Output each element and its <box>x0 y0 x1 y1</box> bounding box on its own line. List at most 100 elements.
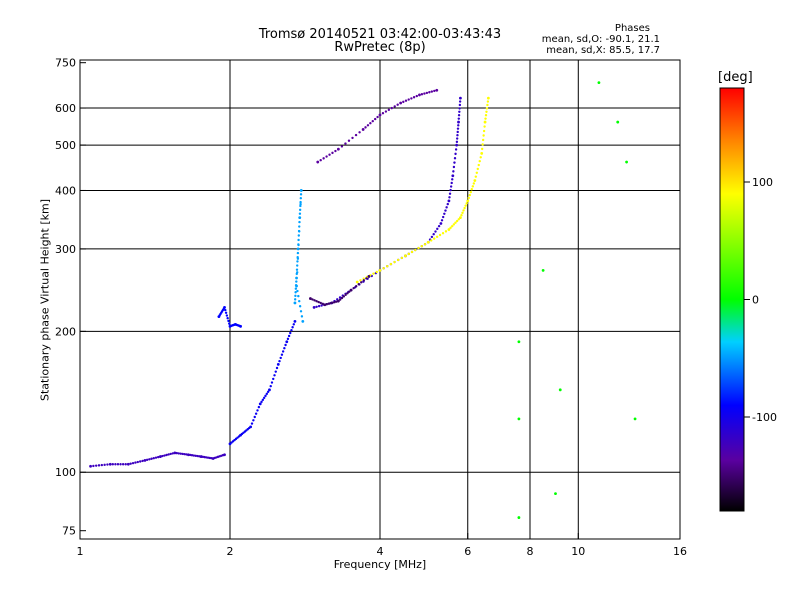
echo-point <box>464 204 467 207</box>
echo-point <box>179 452 182 455</box>
echo-point <box>452 170 455 173</box>
x-tick-label: 16 <box>673 545 687 558</box>
echo-point <box>336 298 339 301</box>
echo-point <box>169 452 172 456</box>
echo-point <box>299 197 303 200</box>
echo-point <box>138 460 142 463</box>
echo-point <box>301 320 305 323</box>
echo-point <box>410 97 413 100</box>
echo-point <box>275 366 279 370</box>
echo-point <box>462 209 465 212</box>
echo-point <box>484 114 488 117</box>
echo-point <box>121 463 125 466</box>
echo-point <box>484 117 487 120</box>
echo-point <box>299 310 303 313</box>
echo-point <box>435 88 439 92</box>
echo-point <box>346 292 349 295</box>
echo-point <box>354 285 358 288</box>
echo-point <box>224 308 227 312</box>
echo-point <box>443 212 446 216</box>
echo-point <box>295 276 298 280</box>
echo-point <box>469 190 472 194</box>
echo-point <box>444 230 448 233</box>
echo-point <box>141 459 144 463</box>
echo-point <box>297 234 301 237</box>
echo-point <box>327 302 330 305</box>
echo-point <box>299 204 302 208</box>
echo-point <box>362 277 365 280</box>
echo-point <box>541 268 545 272</box>
echo-point <box>150 457 153 460</box>
echo-point <box>466 199 470 203</box>
echo-point <box>454 152 457 156</box>
colorbar-title: [deg] <box>718 70 753 85</box>
echo-point <box>360 281 363 284</box>
echo-point <box>389 262 393 266</box>
echo-point <box>633 417 637 421</box>
echo-point <box>477 163 480 167</box>
echo-point <box>264 394 267 398</box>
echo-point <box>449 226 452 230</box>
echo-point <box>407 98 410 101</box>
echo-point <box>420 244 423 248</box>
x-tick-label: 8 <box>527 545 534 558</box>
echo-point <box>298 230 301 233</box>
echo-point <box>517 417 521 421</box>
echo-point <box>289 331 292 335</box>
echo-point <box>481 138 485 142</box>
echo-point <box>293 320 297 323</box>
echo-point <box>268 388 271 392</box>
echo-point <box>261 398 265 402</box>
echo-point <box>297 294 300 298</box>
echo-point <box>279 356 282 360</box>
echo-point <box>171 452 174 455</box>
y-tick-label: 200 <box>55 325 76 338</box>
echo-point <box>278 359 281 363</box>
echo-point <box>558 388 562 392</box>
echo-point <box>483 125 486 128</box>
echo-point <box>352 286 355 290</box>
y-tick-label: 75 <box>62 525 76 538</box>
echo-point <box>378 113 382 117</box>
echo-point <box>296 257 300 260</box>
echo-point <box>458 107 461 110</box>
echo-point <box>460 214 463 217</box>
echo-point <box>331 151 334 155</box>
echo-point <box>451 178 454 181</box>
echo-point <box>373 117 377 121</box>
echo-point <box>177 452 180 455</box>
echo-point <box>296 289 299 293</box>
echo-point <box>298 305 302 308</box>
echo-point <box>362 279 366 282</box>
echo-point <box>474 175 478 178</box>
x-axis-label: Frequency [MHz] <box>333 558 427 571</box>
echo-point <box>159 455 162 458</box>
echo-point <box>454 148 458 151</box>
echo-point <box>163 454 166 457</box>
echo-point <box>479 156 482 159</box>
echo-point <box>402 100 405 104</box>
echo-point <box>430 235 434 239</box>
y-tick-label: 300 <box>55 243 76 256</box>
echo-point <box>126 462 130 466</box>
echo-point <box>438 233 442 237</box>
echo-point <box>295 268 299 271</box>
echo-point <box>283 347 286 350</box>
echo-point <box>317 304 321 308</box>
echo-point <box>481 143 484 146</box>
echo-point <box>228 322 231 325</box>
echo-point <box>468 193 471 197</box>
echo-point <box>432 233 435 236</box>
echo-point <box>260 400 263 404</box>
echo-point <box>294 291 297 294</box>
echo-point <box>458 103 462 107</box>
echo-point <box>161 454 164 458</box>
echo-point <box>338 296 342 299</box>
echo-point <box>296 247 300 251</box>
echo-point <box>458 100 462 103</box>
echo-point <box>423 92 426 95</box>
echo-point <box>285 340 289 344</box>
echo-point <box>291 326 294 329</box>
echo-point <box>334 149 337 153</box>
echo-point <box>298 220 301 224</box>
